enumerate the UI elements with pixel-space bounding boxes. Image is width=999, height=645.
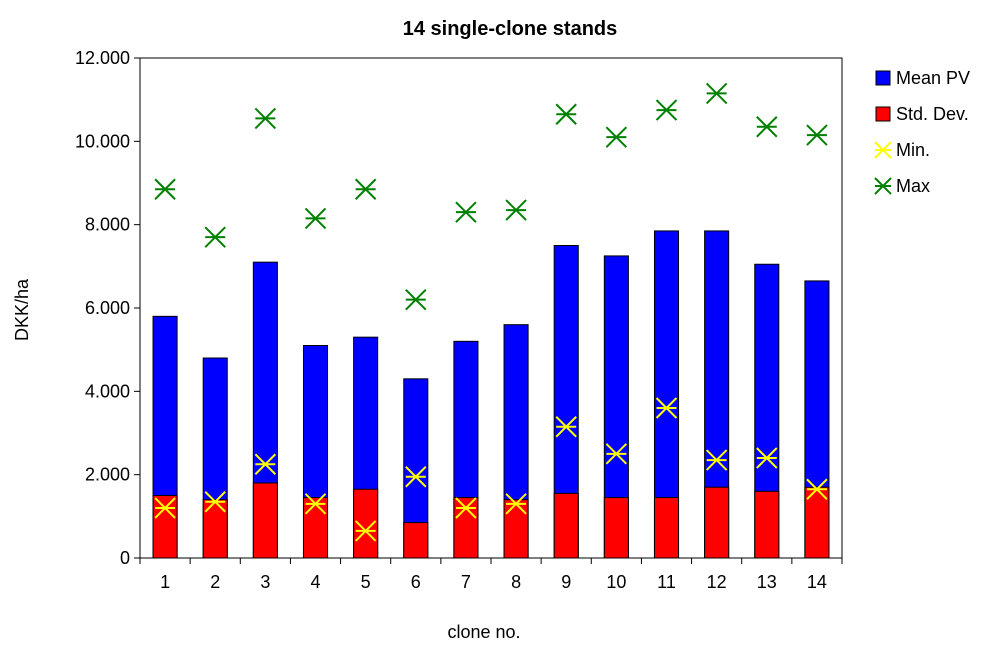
legend-swatch — [875, 70, 891, 86]
y-tick-label: 2.000 — [85, 465, 130, 485]
bar-std-dev — [603, 497, 629, 559]
marker-min — [254, 453, 277, 475]
marker-min — [455, 497, 477, 519]
x-tick-label: 8 — [511, 572, 521, 592]
marker-min — [304, 493, 327, 515]
series-min — [154, 397, 828, 542]
bar-std-dev — [653, 497, 680, 559]
series-std-dev — [152, 482, 830, 559]
legend-item-min: Min. — [874, 140, 930, 160]
bar-std-dev — [754, 490, 780, 559]
bar-std-dev — [503, 499, 529, 559]
legend-label: Mean PV — [896, 68, 970, 88]
series-max — [154, 82, 828, 311]
marker-max — [204, 226, 226, 248]
marker-max — [705, 82, 728, 105]
y-tick-label: 8.000 — [85, 215, 130, 235]
x-tick-label: 1 — [160, 572, 170, 592]
x-tick-label: 9 — [561, 572, 571, 592]
legend-label: Max — [896, 176, 930, 196]
marker-min — [405, 466, 427, 488]
x-axis-label: clone no. — [447, 622, 520, 642]
chart-title: 14 single-clone stands — [403, 18, 618, 40]
x-tick-label: 7 — [461, 572, 471, 592]
y-tick-label: 12.000 — [75, 48, 130, 68]
bar-std-dev — [553, 492, 579, 559]
marker-max — [254, 107, 277, 130]
y-axis: 0 2.000 4.000 6.000 8.000 10.000 12.000 — [75, 48, 141, 568]
marker-max — [505, 199, 527, 221]
bar-std-dev — [252, 482, 278, 559]
legend-label: Min. — [896, 140, 930, 160]
x-tick-label: 6 — [411, 572, 421, 592]
marker-max — [455, 201, 477, 223]
marker-min — [505, 493, 527, 515]
legend-swatch — [874, 141, 892, 159]
legend-label: Std. Dev. — [896, 104, 969, 124]
legend-swatch — [874, 177, 892, 195]
marker-min — [204, 491, 226, 513]
bar-std-dev — [704, 486, 730, 559]
legend: Mean PV Std. Dev. Min. Max — [874, 68, 970, 196]
marker-min — [655, 397, 678, 419]
x-tick-label: 3 — [260, 572, 270, 592]
x-tick-label: 4 — [310, 572, 320, 592]
y-tick-label: 0 — [120, 548, 130, 568]
y-tick-label: 4.000 — [85, 381, 130, 401]
bar-std-dev — [302, 497, 329, 559]
marker-min — [756, 447, 778, 469]
bar-std-dev — [202, 499, 228, 559]
marker-max — [806, 124, 828, 146]
legend-item-max: Max — [874, 176, 930, 196]
y-axis-label: DKK/ha — [12, 278, 32, 341]
marker-max — [304, 207, 327, 230]
marker-min — [555, 416, 577, 438]
marker-min — [354, 520, 377, 542]
x-tick-label: 12 — [707, 572, 727, 592]
marker-min — [705, 449, 728, 471]
x-tick-label: 14 — [807, 572, 827, 592]
x-axis: 1 2 3 4 5 6 7 8 9 10 11 12 13 14 — [139, 557, 843, 592]
plot-area — [139, 57, 843, 559]
bar-std-dev — [804, 486, 830, 559]
y-tick-label: 6.000 — [85, 298, 130, 318]
bar-std-dev — [152, 495, 178, 559]
legend-swatch — [875, 106, 891, 122]
marker-max — [154, 178, 176, 200]
marker-min — [154, 497, 176, 519]
legend-item-std-dev: Std. Dev. — [875, 104, 969, 124]
x-tick-label: 13 — [757, 572, 777, 592]
y-tick-label: 10.000 — [75, 131, 130, 151]
x-tick-label: 5 — [361, 572, 371, 592]
marker-max — [354, 178, 377, 200]
x-tick-label: 11 — [657, 572, 676, 592]
bar-std-dev — [403, 522, 429, 559]
marker-max — [555, 103, 577, 125]
series-layer — [152, 82, 830, 559]
marker-max — [756, 116, 778, 138]
marker-max — [405, 288, 427, 311]
x-tick-label: 2 — [210, 572, 220, 592]
plot-frame — [139, 57, 843, 559]
marker-min — [806, 478, 828, 500]
marker-max — [605, 126, 628, 148]
marker-max — [655, 99, 678, 121]
x-tick-label: 10 — [606, 572, 626, 592]
legend-item-mean-pv: Mean PV — [875, 68, 970, 88]
marker-min — [605, 443, 628, 465]
